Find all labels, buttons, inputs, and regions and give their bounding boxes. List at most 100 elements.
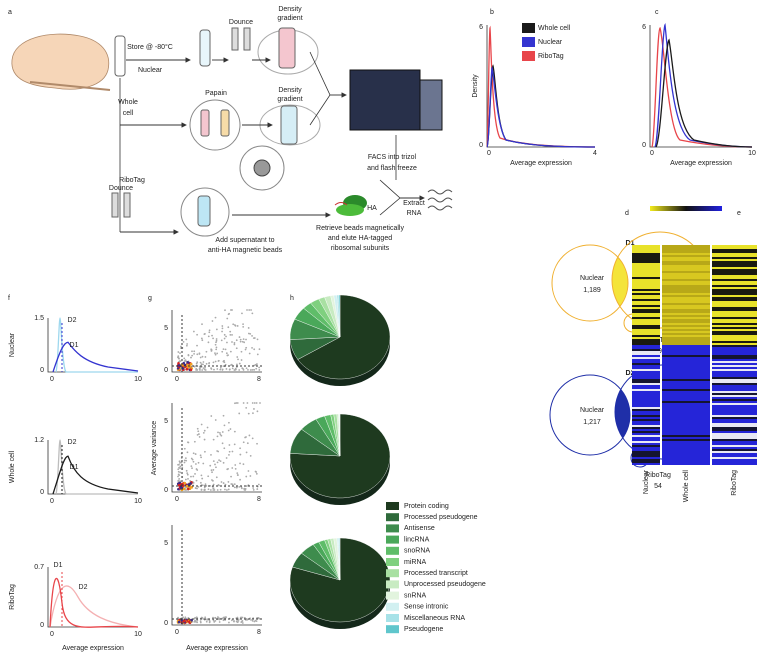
tube: [220, 109, 230, 137]
scatter-point: [202, 367, 205, 370]
scatter-point: [258, 369, 261, 371]
scatter-point: [219, 366, 222, 369]
scatter-point: [203, 486, 206, 489]
scatter-point: [179, 467, 181, 470]
heatmap-cell: [712, 301, 757, 303]
scatter-point: [200, 474, 203, 477]
scatter-point: [218, 621, 221, 623]
label: RiboTag: [119, 177, 145, 184]
scatter-point: [206, 426, 209, 429]
scatter-point: [223, 359, 225, 362]
scatter-point: [235, 347, 238, 350]
heatmap-cell: [662, 335, 710, 337]
heatmap-cell: [632, 281, 660, 283]
scatter-point: [242, 323, 244, 326]
pie-slice: [339, 413, 341, 457]
y-tick-label: 0: [164, 620, 168, 627]
x-tick-label: 10: [134, 498, 142, 505]
heatmap-cell: [712, 437, 757, 439]
legend-swatch: [522, 51, 535, 61]
heatmap-cell: [662, 255, 710, 257]
heatmap-cell: [632, 269, 660, 271]
scatter-point: [185, 338, 188, 341]
scatter-point: [232, 323, 235, 326]
scatter-point: [205, 620, 208, 623]
scatter-point: [214, 419, 217, 421]
scatter-point: [199, 621, 202, 624]
scatter-point: [183, 357, 186, 360]
scatter-point: [238, 336, 241, 338]
heatmap-cell: [712, 385, 757, 387]
scatter-point: [216, 368, 219, 370]
heatmap-cell: [632, 457, 660, 459]
scatter-point: [221, 327, 224, 330]
heatmap-cell: [712, 343, 757, 345]
scatter-point: [193, 352, 195, 355]
series-label: D2: [68, 439, 77, 446]
scatter-point: [177, 475, 179, 478]
heatmap-cell: [712, 275, 757, 277]
heatmap-cell: [662, 383, 710, 385]
heatmap-cell: [632, 339, 660, 341]
scatter-point: [246, 309, 248, 311]
heatmap-cell: [712, 309, 757, 311]
scatter-point: [234, 367, 237, 370]
scatter-point: [200, 337, 203, 340]
scatter-point: [212, 361, 215, 364]
heatmap-cell: [712, 303, 757, 305]
scatter-point: [199, 454, 202, 457]
legend-label: Whole cell: [538, 25, 571, 32]
scatter-point: [218, 459, 220, 462]
heatmap-cell: [662, 353, 710, 355]
label: Nuclear: [580, 407, 605, 414]
scatter-point: [200, 363, 203, 366]
scatter-point: [183, 447, 186, 450]
heatmap-cell: [712, 259, 757, 261]
legend-swatch: [386, 614, 399, 622]
legend-label: Pseudogene: [404, 626, 443, 633]
label: Nuclear: [138, 67, 163, 74]
scatter-point: [220, 339, 223, 342]
heatmap-cell: [632, 439, 660, 441]
heatmap-cell: [662, 417, 710, 419]
scatter-point: [251, 368, 254, 371]
heatmap-cell: [662, 333, 710, 335]
legend-swatch: [386, 524, 399, 533]
pie-slice: [339, 537, 341, 581]
scatter-point: [179, 462, 181, 464]
heatmap-cell: [632, 455, 660, 457]
scatter-point: [229, 364, 232, 367]
scatter-point: [208, 361, 211, 364]
scatter-point: [196, 333, 199, 336]
legend-swatch: [386, 591, 399, 600]
legend-label: RiboTag: [538, 53, 564, 60]
scatter-point: [221, 350, 224, 353]
heatmap-cell: [632, 307, 660, 309]
legend-label: Nuclear: [538, 39, 563, 46]
scatter-point: [242, 325, 245, 328]
heatmap-cell: [662, 431, 710, 433]
heatmap-cell: [632, 397, 660, 399]
heatmap-cell: [712, 393, 757, 395]
heatmap-cell: [662, 381, 710, 383]
heatmap-cell: [632, 365, 660, 367]
scatter-point: [254, 470, 257, 473]
heatmap-cell: [632, 291, 660, 293]
heatmap-cell: [712, 349, 757, 351]
scatter-point: [241, 367, 244, 370]
scatter-point: [183, 360, 186, 363]
heatmap-cell: [632, 411, 660, 413]
heatmap-cell: [712, 405, 757, 407]
y-tick-label: 1.5: [34, 315, 44, 322]
label: FACS into trizol: [368, 154, 417, 161]
scatter-point: [253, 368, 255, 371]
scatter-point: [207, 341, 210, 344]
heatmap-cell: [632, 351, 660, 353]
x-tick-label: 4: [593, 150, 597, 157]
scatter-point: [199, 366, 202, 369]
scatter-point: [226, 489, 228, 491]
scatter-point: [212, 616, 214, 619]
legend-swatch: [386, 625, 399, 634]
scatter-point: [211, 334, 213, 337]
heatmap-cell: [632, 449, 660, 451]
